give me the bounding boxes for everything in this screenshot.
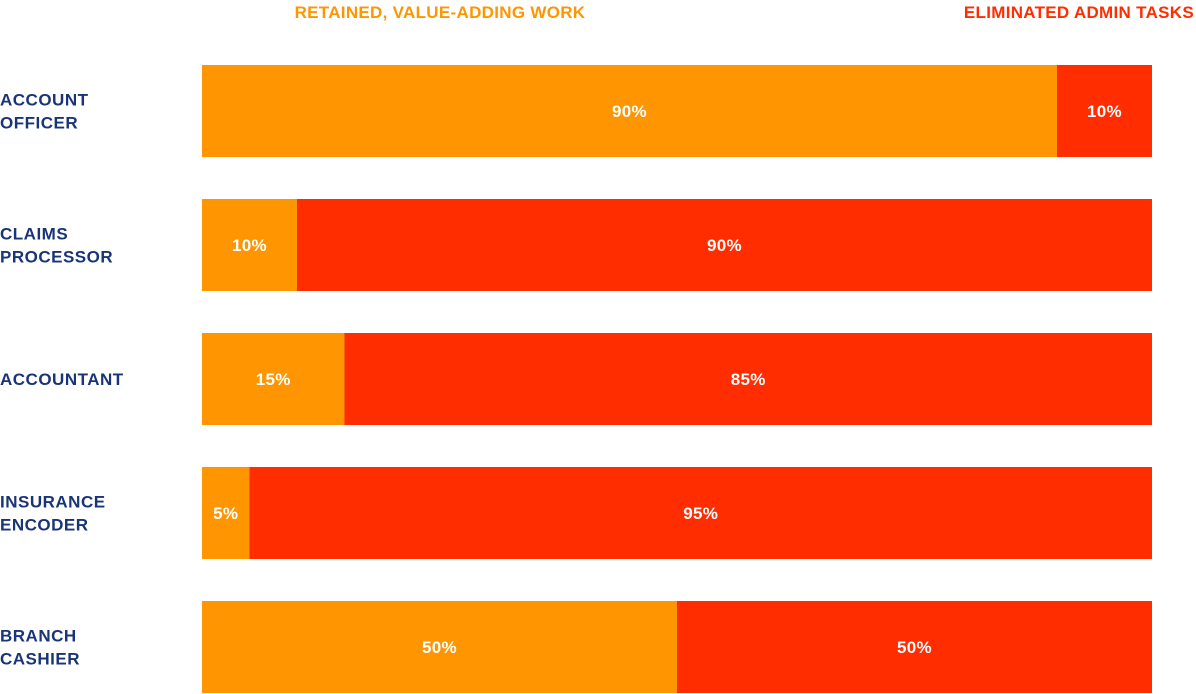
bar-segment-eliminated — [1057, 65, 1152, 157]
category-label: BRANCH CASHIER — [0, 627, 80, 669]
bar-segment-retained — [202, 199, 297, 291]
category-label: CLAIMS PROCESSOR — [0, 225, 113, 267]
legend-retained-label: RETAINED, VALUE-ADDING WORK — [295, 3, 586, 22]
value-label-eliminated: 95% — [683, 504, 718, 523]
category-label-line: PROCESSOR — [0, 248, 113, 267]
value-label-retained: 5% — [213, 504, 238, 523]
bar-row: ACCOUNT OFFICER 90% 10% — [0, 65, 1152, 157]
value-label-retained: 50% — [422, 638, 457, 657]
bar-row: CLAIMS PROCESSOR 10% 90% — [0, 199, 1152, 291]
category-label-line: CLAIMS — [0, 225, 68, 244]
category-label-line: ENCODER — [0, 516, 89, 535]
bar-segment-eliminated — [297, 199, 1152, 291]
legend-eliminated-label: ELIMINATED ADMIN TASKS — [964, 3, 1194, 22]
bar-row: BRANCH CASHIER 50% 50% — [0, 601, 1152, 693]
bar-segment-retained — [202, 601, 677, 693]
bar-segment-retained — [202, 467, 250, 559]
bar-segment-eliminated — [344, 333, 1152, 425]
category-label: ACCOUNT OFFICER — [0, 91, 89, 133]
value-label-eliminated: 85% — [731, 370, 766, 389]
bar-row: INSURANCE ENCODER 5% 95% — [0, 467, 1152, 559]
bar-segment-retained — [202, 65, 1057, 157]
bar-row: ACCOUNTANT 15% 85% — [0, 333, 1152, 425]
legend: RETAINED, VALUE-ADDING WORK ELIMINATED AD… — [295, 3, 1194, 22]
value-label-retained: 90% — [612, 102, 647, 121]
category-label-line: ACCOUNT — [0, 91, 89, 110]
category-label-line: BRANCH — [0, 627, 77, 646]
value-label-eliminated: 90% — [707, 236, 742, 255]
value-label-eliminated: 10% — [1087, 102, 1122, 121]
category-label-line: ACCOUNTANT — [0, 370, 124, 389]
category-label-line: OFFICER — [0, 114, 78, 133]
bar-segment-retained — [202, 333, 345, 425]
bar-segment-eliminated — [677, 601, 1152, 693]
value-label-retained: 10% — [232, 236, 267, 255]
category-label-line: INSURANCE — [0, 493, 106, 512]
category-label: INSURANCE ENCODER — [0, 493, 106, 535]
bar-segment-eliminated — [249, 467, 1152, 559]
category-label-line: CASHIER — [0, 650, 80, 669]
category-label: ACCOUNTANT — [0, 370, 124, 389]
value-label-retained: 15% — [256, 370, 291, 389]
value-label-eliminated: 50% — [897, 638, 932, 657]
